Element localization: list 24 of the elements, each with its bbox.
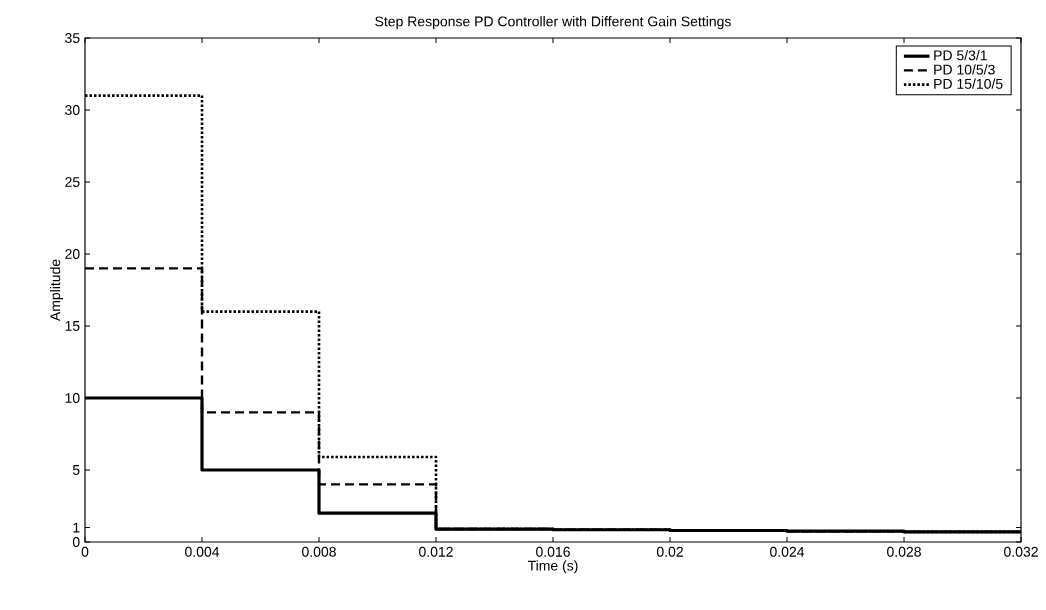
x-tick-label: 0.024	[770, 546, 805, 557]
y-tick-label: 20	[65, 249, 80, 259]
legend-label: PD 10/5/3	[934, 64, 995, 75]
x-tick-label: 0.016	[536, 546, 570, 557]
y-axis-title: Amplitude	[49, 259, 64, 322]
legend-label: PD 15/10/5	[934, 78, 1003, 89]
y-tick-label: 30	[65, 105, 80, 115]
y-tick-label: 0	[72, 537, 80, 547]
chart-title: Step Response PD Controller with Different Gain Settings	[375, 16, 731, 30]
y-tick-label: 10	[65, 393, 80, 403]
x-tick-label: 0.008	[302, 546, 336, 557]
y-tick-label: 35	[65, 33, 80, 43]
x-axis-title: Time (s)	[527, 560, 578, 574]
y-tick-label: 5	[72, 465, 80, 475]
x-tick-label: 0.032	[1004, 546, 1038, 557]
y-tick-label: 15	[65, 321, 80, 331]
y-tick-label: 1	[73, 522, 80, 533]
legend-label: PD 5/3/1	[934, 50, 987, 61]
y-tick-label: 25	[65, 177, 80, 187]
x-tick-label: 0.004	[185, 546, 220, 557]
x-tick-label: 0	[81, 546, 89, 557]
x-tick-label: 0.028	[887, 546, 921, 557]
x-tick-label: 0.012	[419, 546, 453, 557]
x-tick-label: 0.02	[656, 546, 683, 557]
